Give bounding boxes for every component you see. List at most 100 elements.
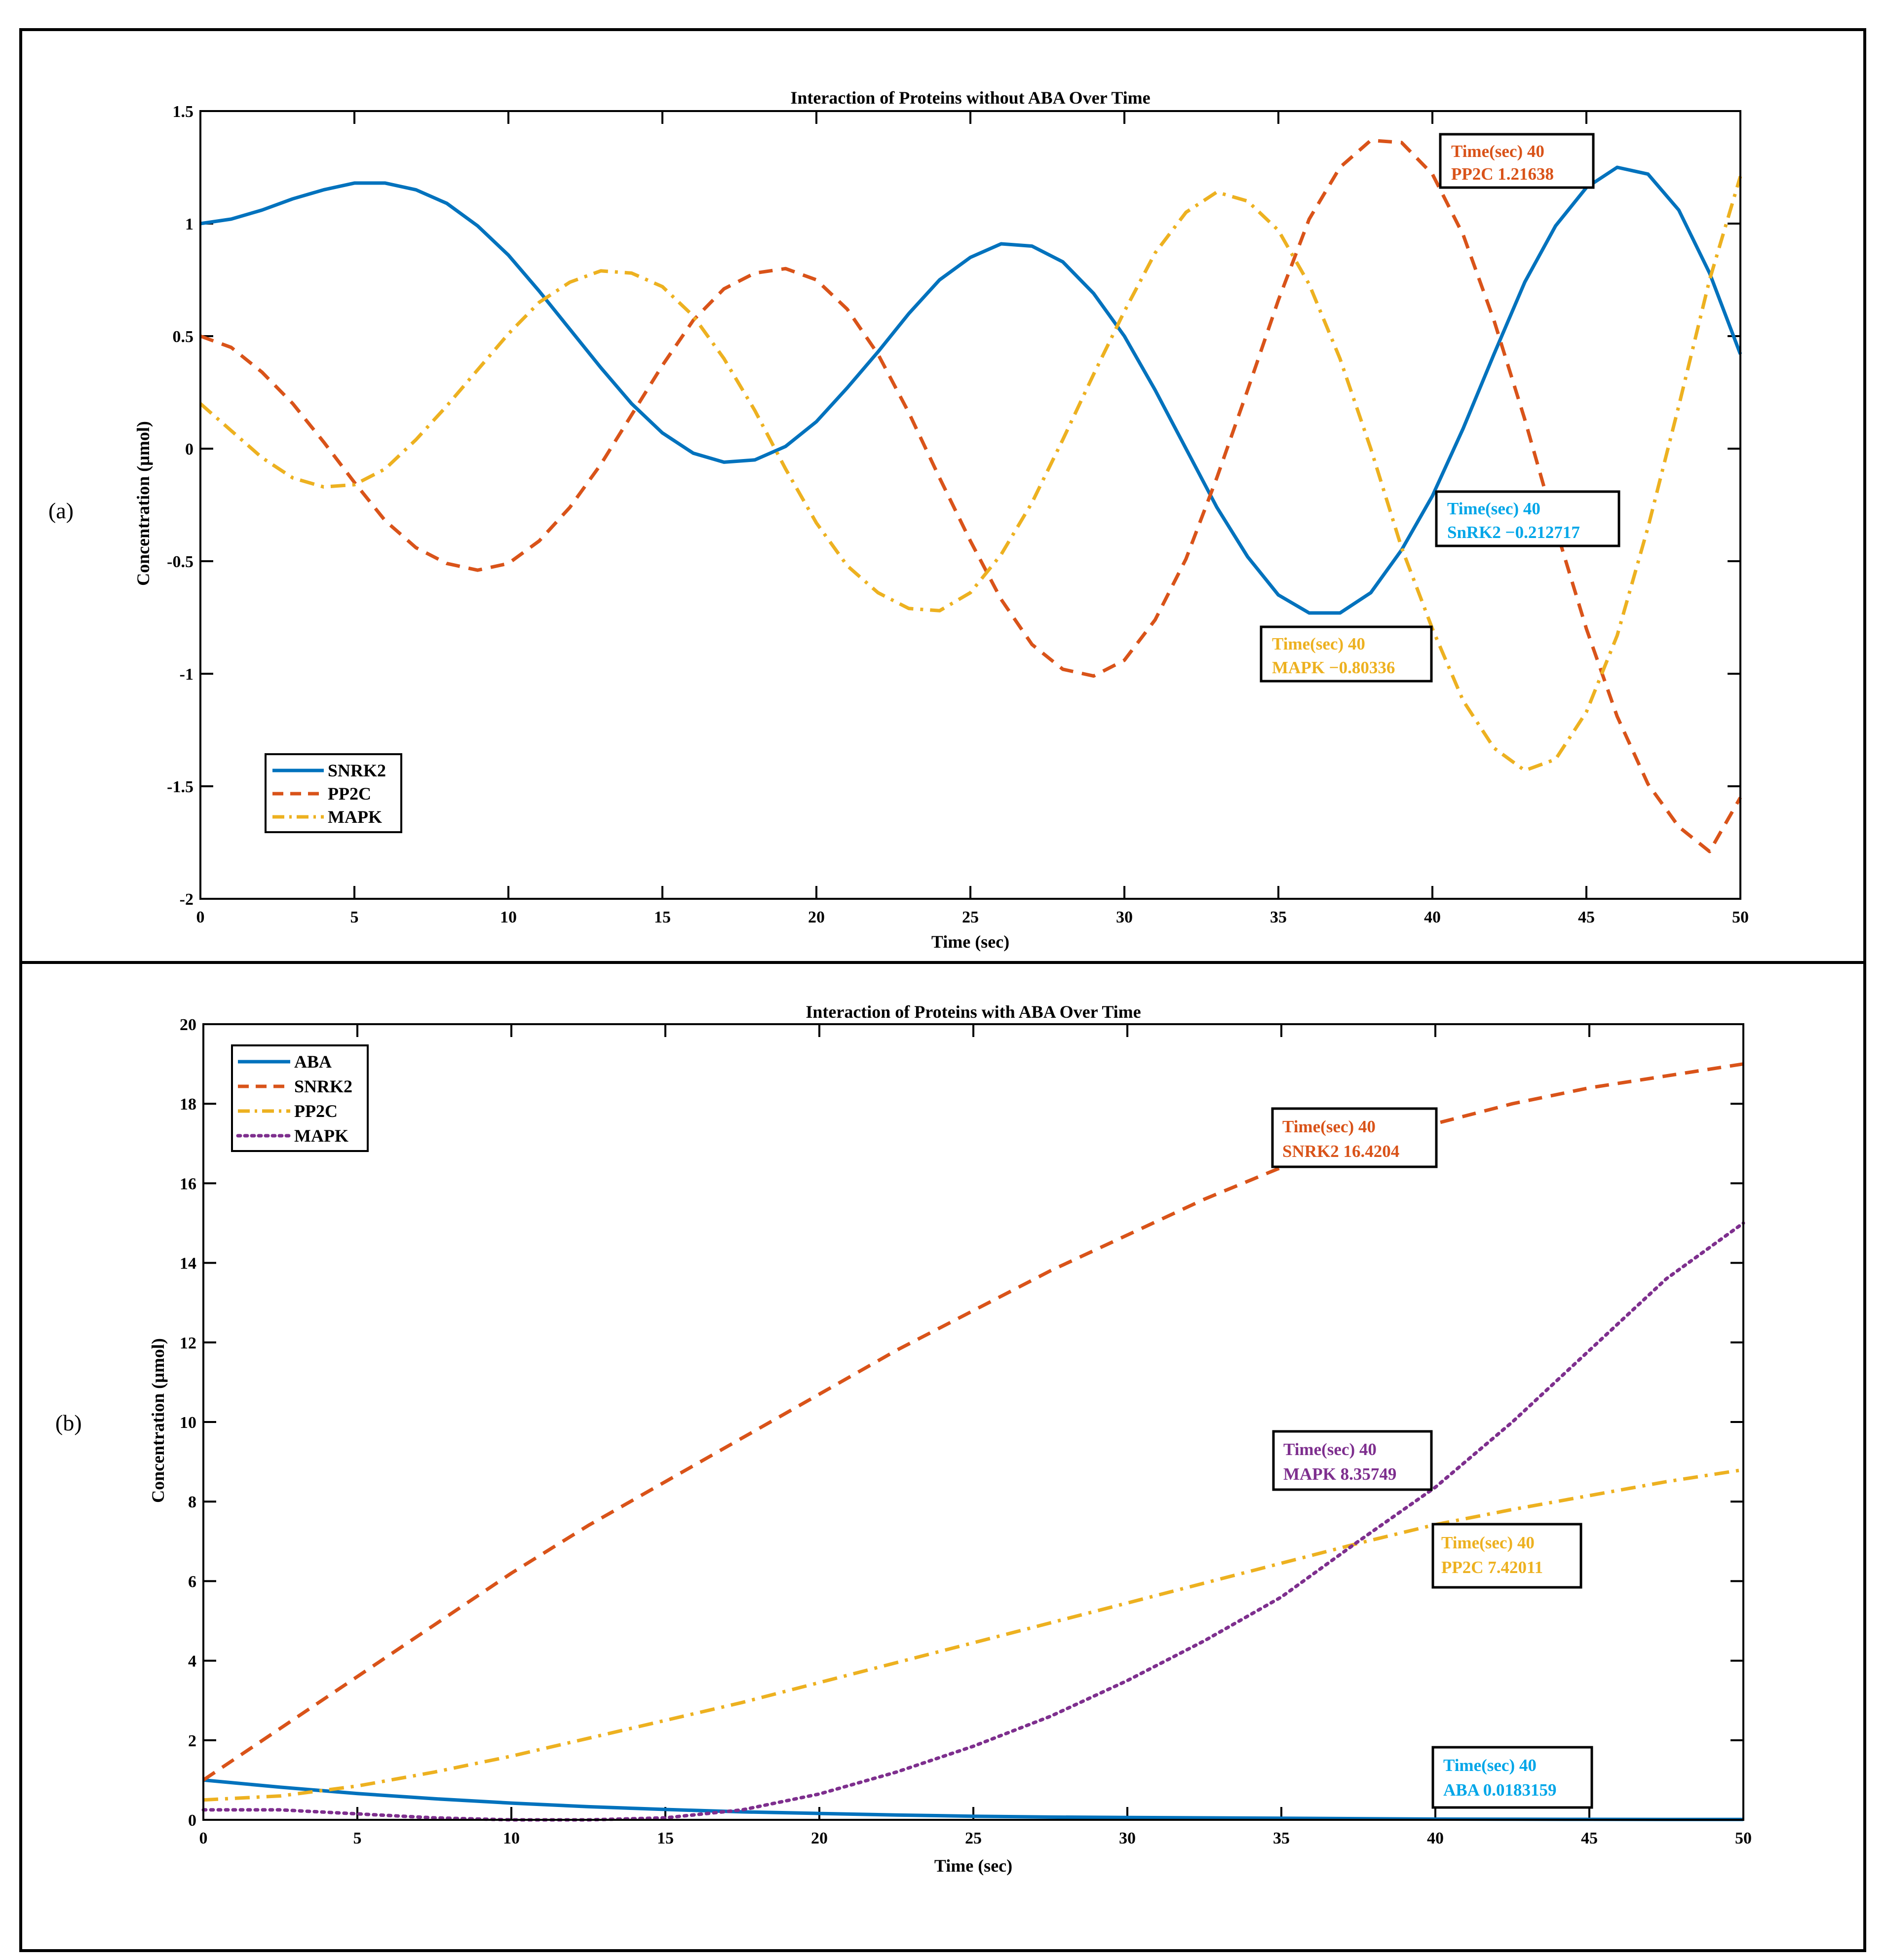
x-tick-label: 30 <box>1116 908 1133 926</box>
x-tick-label: 25 <box>962 908 979 926</box>
y-tick-label: 14 <box>180 1255 196 1273</box>
datatip-mapk: Time(sec) 40 MAPK 8.35749 <box>1272 1430 1433 1491</box>
y-tick-label: 2 <box>188 1732 196 1750</box>
x-tick-label: 40 <box>1427 1829 1444 1847</box>
legend-label-aba: ABA <box>294 1052 332 1072</box>
x-tick-label: 35 <box>1273 1829 1290 1847</box>
x-tick-label: 10 <box>503 1829 520 1847</box>
x-tick-label: 35 <box>1270 908 1287 926</box>
legend: SNRK2 PP2C MAPK <box>265 753 402 833</box>
chart-panel-b: (b) Interaction of Proteins with ABA Ove… <box>55 1002 1752 1876</box>
series-lines <box>201 1062 1745 1822</box>
datatip-box <box>1271 1107 1438 1168</box>
y-tick-label: -1 <box>180 665 193 684</box>
datatip-box <box>1439 133 1595 189</box>
legend: ABA SNRK2 PP2C MAPK <box>231 1044 369 1152</box>
y-tick-label: 8 <box>188 1493 196 1511</box>
legend-label-mapk: MAPK <box>328 807 382 827</box>
datatip-snrk2: Time(sec) 40 SnRK2 −0.212717 <box>1435 490 1620 547</box>
series-lines <box>199 138 1742 853</box>
datatip-snrk2: Time(sec) 40 SNRK2 16.4204 <box>1271 1107 1438 1168</box>
tick-labels: 0 5 10 15 20 25 30 35 40 45 50 -2 -1.5 -1 -0.5 0 0.5 1 1.5 <box>167 103 1749 926</box>
datatip-line2: ABA 0.0183159 <box>1443 1780 1556 1800</box>
x-tick-label: 0 <box>196 908 205 926</box>
y-tick-label: 10 <box>180 1414 196 1432</box>
legend-label-snrk2: SNRK2 <box>294 1076 352 1096</box>
series-line-mapk <box>199 176 1742 772</box>
datatip-line2: SNRK2 16.4204 <box>1282 1142 1399 1161</box>
y-axis-label: Concentration (µmol) <box>148 1338 168 1503</box>
chart-panel-a: (a) Interaction of Proteins without ABA … <box>48 88 1749 952</box>
y-tick-label: 1.5 <box>173 103 194 121</box>
datatip-box <box>1431 1523 1582 1589</box>
y-tick-label: 16 <box>180 1175 196 1193</box>
legend-label-snrk2: SNRK2 <box>328 761 386 780</box>
legend-label-pp2c: PP2C <box>328 784 371 804</box>
plot-area <box>199 110 1741 900</box>
datatip-line1: Time(sec) 40 <box>1443 1756 1537 1775</box>
series-line-mapk <box>201 1221 1745 1822</box>
y-tick-label: 1 <box>185 215 193 233</box>
datatip-box <box>1435 490 1620 547</box>
datatip-line2: PP2C 1.21638 <box>1451 164 1554 184</box>
panel-label: (a) <box>48 498 74 523</box>
datatip-pp2c: Time(sec) 40 PP2C 1.21638 <box>1439 133 1595 189</box>
y-tick-label: 20 <box>180 1016 196 1034</box>
x-axis-label: Time (sec) <box>934 1856 1012 1876</box>
datatip-line2: MAPK −0.80336 <box>1272 658 1395 677</box>
y-tick-label: -1.5 <box>167 778 193 796</box>
plot-area <box>202 1023 1744 1821</box>
datatip-box <box>1431 1746 1593 1809</box>
series-line-pp2c <box>203 1468 1744 1802</box>
series-line-snrk2 <box>202 1062 1744 1782</box>
x-tick-label: 25 <box>965 1829 982 1847</box>
x-tick-label: 10 <box>500 908 517 926</box>
x-tick-label: 45 <box>1581 1829 1598 1847</box>
x-tick-label: 20 <box>808 908 825 926</box>
chart-title: Interaction of Proteins without ABA Over… <box>790 88 1150 108</box>
x-tick-label: 30 <box>1119 1829 1136 1847</box>
panel-label: (b) <box>55 1410 82 1435</box>
y-tick-label: -2 <box>180 890 193 909</box>
x-axis-label: Time (sec) <box>931 932 1009 952</box>
chart-title: Interaction of Proteins with ABA Over Ti… <box>806 1002 1141 1022</box>
x-tick-label: 20 <box>811 1829 828 1847</box>
datatip-line1: Time(sec) 40 <box>1447 499 1540 518</box>
datatip-aba: Time(sec) 40 ABA 0.0183159 <box>1431 1746 1593 1809</box>
datatip-line1: Time(sec) 40 <box>1451 142 1544 161</box>
legend-box <box>265 753 402 833</box>
datatip-line2: MAPK 8.35749 <box>1283 1464 1396 1484</box>
y-tick-label: -0.5 <box>167 553 193 571</box>
datatip-box <box>1260 625 1433 683</box>
datatip-line2: SnRK2 −0.212717 <box>1447 523 1580 542</box>
x-tick-label: 50 <box>1732 908 1749 926</box>
x-tick-label: 15 <box>657 1829 674 1847</box>
y-tick-label: 12 <box>180 1334 196 1352</box>
tick-labels: 0 5 10 15 20 25 30 35 40 45 50 0 2 4 6 8 10 12 14 16 18 20 <box>180 1016 1752 1847</box>
datatip-line1: Time(sec) 40 <box>1272 634 1365 653</box>
x-tick-label: 0 <box>199 1829 208 1847</box>
datatip-line2: PP2C 7.42011 <box>1441 1558 1543 1577</box>
datatip-pp2c: Time(sec) 40 PP2C 7.42011 <box>1431 1523 1582 1589</box>
x-tick-label: 5 <box>353 1829 362 1847</box>
x-tick-label: 40 <box>1424 908 1441 926</box>
y-tick-label: 0 <box>188 1811 196 1830</box>
datatip-line1: Time(sec) 40 <box>1283 1440 1377 1459</box>
datatip-line1: Time(sec) 40 <box>1441 1533 1535 1552</box>
x-tick-label: 5 <box>350 908 359 926</box>
datatip-line1: Time(sec) 40 <box>1282 1117 1376 1136</box>
legend-label-pp2c: PP2C <box>294 1101 338 1121</box>
datatip-mapk: Time(sec) 40 MAPK −0.80336 <box>1260 625 1433 683</box>
x-tick-label: 45 <box>1578 908 1595 926</box>
y-tick-label: 0 <box>185 440 193 459</box>
y-tick-label: 6 <box>188 1573 196 1591</box>
figure-frame <box>19 28 1866 1952</box>
y-tick-label: 0.5 <box>173 328 194 346</box>
y-tick-label: 18 <box>180 1095 196 1114</box>
x-tick-label: 50 <box>1735 1829 1752 1847</box>
series-line-snrk2 <box>200 165 1742 615</box>
legend-label-mapk: MAPK <box>294 1126 348 1146</box>
series-line-pp2c <box>199 138 1742 853</box>
x-tick-label: 15 <box>654 908 671 926</box>
